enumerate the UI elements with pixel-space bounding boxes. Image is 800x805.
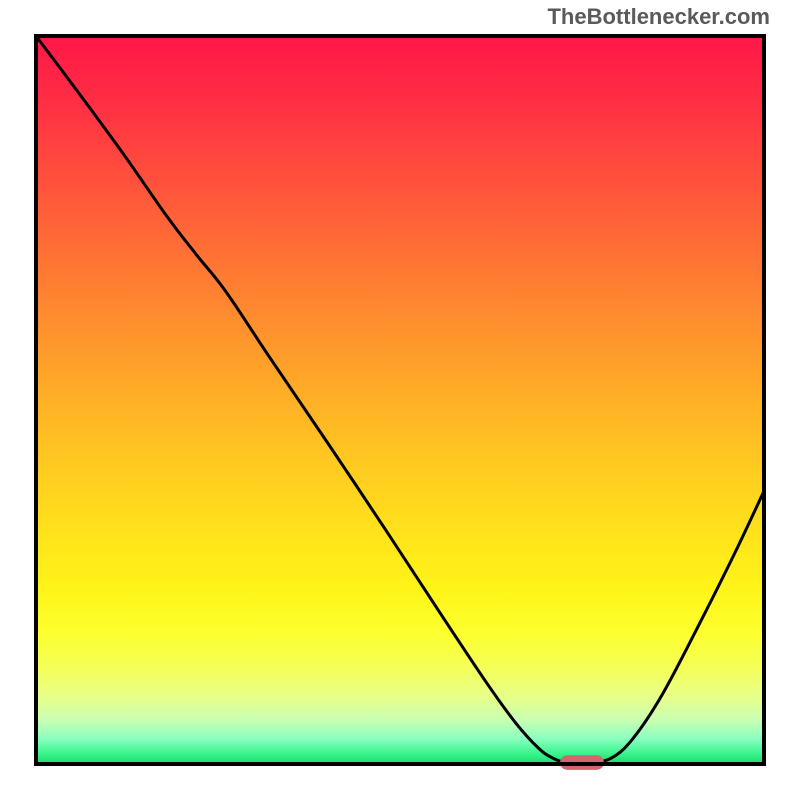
watermark-text: TheBottlenecker.com [547,4,770,30]
chart-container: TheBottlenecker.com [0,0,800,800]
chart-svg [0,0,800,800]
gradient-background [36,36,764,764]
